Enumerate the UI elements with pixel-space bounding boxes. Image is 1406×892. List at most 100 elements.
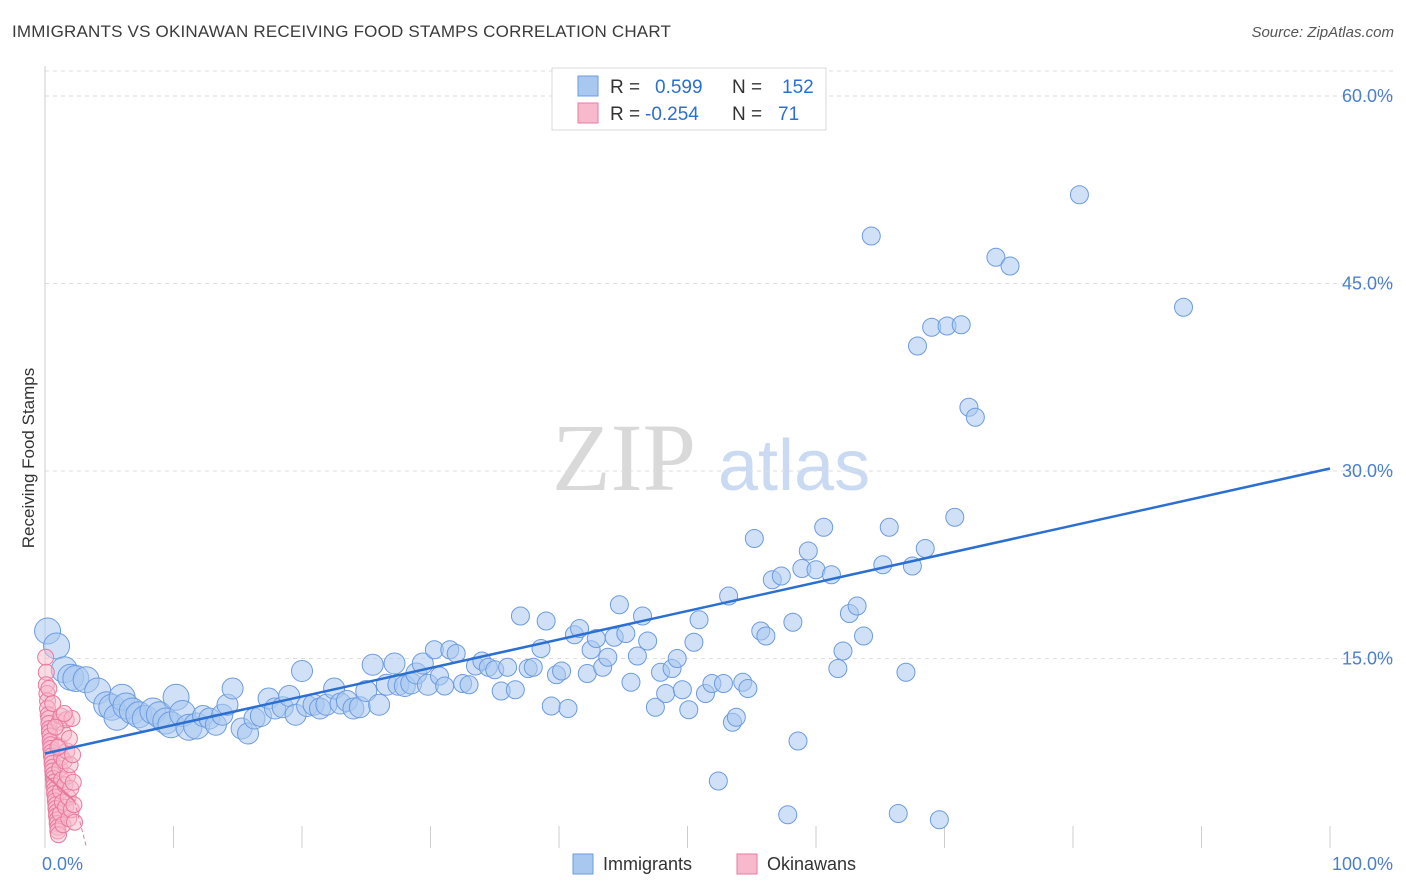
immigrants-point [986,247,1006,267]
immigrants-point [1174,297,1194,317]
immigrants-point [621,672,641,692]
immigrants-point [847,596,867,616]
immigrants-point [368,693,391,716]
y-tick-label: 15.0% [1342,649,1393,669]
okinawans-point [65,796,83,814]
immigrants-point [778,805,798,825]
immigrants-point [951,315,971,335]
immigrants-point [783,612,803,632]
bottom-legend-label-okinawans: Okinawans [767,854,856,874]
immigrants-point [552,661,572,681]
immigrants-point [679,700,699,720]
data-points [34,185,1194,844]
x-tick-label: 0.0% [42,854,83,874]
immigrants-point [459,675,479,695]
immigrants-point [689,610,709,630]
immigrants-point [361,653,384,676]
immigrants-point [656,684,676,703]
immigrants-point [854,626,874,646]
immigrants-point [523,657,543,677]
okinawans-point [40,680,58,697]
immigrants-point [888,804,908,823]
immigrants-point [756,626,776,646]
watermark-zip: ZIP [552,404,696,511]
correlation-legend: R = 0.599 N = 152 R = -0.254 N = 71 [551,67,827,131]
immigrants-point [355,680,378,702]
watermark-atlas: atlas [718,426,870,506]
series-legend: Immigrants Okinawans [572,853,856,875]
okinawans-point [55,705,73,722]
immigrants-point [558,699,578,718]
legend-r-value: -0.254 [645,104,699,125]
legend-r-label: R = [610,77,640,98]
immigrants-point [908,336,928,356]
immigrants-point [598,647,618,667]
immigrants-point [383,652,406,675]
immigrants-point [510,606,530,626]
immigrants-point [929,810,949,830]
immigrants-point [221,677,244,700]
immigrants-point [1069,185,1089,205]
okinawans-point [60,730,78,747]
immigrants-point [672,680,692,700]
immigrants-point [873,555,893,575]
immigrants-trend-line [44,467,1331,755]
immigrants-point [498,657,518,677]
y-tick-label: 45.0% [1342,274,1393,294]
immigrants-point [627,646,647,666]
source-label: Source: ZipAtlas.com [1251,24,1394,41]
bottom-legend-swatch-okinawans [736,853,758,875]
legend-n-value: 152 [782,77,814,98]
immigrants-point [814,517,834,537]
immigrants-point [828,659,848,678]
immigrants-point [726,707,746,727]
immigrants-point [915,539,935,558]
bottom-legend-label-immigrants: Immigrants [603,854,692,874]
immigrants-point [879,517,899,537]
immigrants-point [505,680,525,700]
legend-r-value: 0.599 [655,77,703,98]
trend-lines [44,467,1331,847]
legend-n-label: N = [732,77,762,98]
okinawans-trend-extension [74,800,87,847]
bottom-legend-swatch-immigrants [572,853,594,875]
tick-labels: 15.0% 30.0% 45.0% 60.0% 0.0% 100.0% [42,86,1393,874]
immigrants-point [965,407,985,427]
legend-swatch-okinawans [577,102,599,124]
okinawans-point [46,718,64,736]
immigrants-point [833,641,853,661]
immigrants-point [896,662,916,682]
immigrants-point [1000,256,1020,276]
immigrants-point [684,632,704,652]
chart-title: IMMIGRANTS VS OKINAWAN RECEIVING FOOD ST… [12,22,672,41]
immigrants-point [744,529,764,548]
okinawans-point [37,648,55,666]
immigrants-point [541,696,561,716]
legend-swatch-immigrants [577,75,599,97]
y-tick-label: 60.0% [1342,86,1393,106]
grid-lines [45,70,1395,659]
immigrants-point [435,676,455,696]
immigrants-point [861,226,881,246]
okinawans-trend-line [44,774,76,802]
legend-r-label: R = [610,104,640,125]
x-tick-label: 100.0% [1332,854,1393,874]
immigrants-point [738,679,758,698]
immigrants-point [713,674,733,693]
immigrants-point [536,611,556,631]
immigrants-point [645,697,665,717]
y-axis-title: Receiving Food Stamps [19,368,38,548]
immigrants-point [638,631,658,651]
immigrants-point [708,771,728,791]
immigrants-point [609,595,629,615]
immigrants-point [798,541,818,561]
legend-n-value: 71 [778,104,799,125]
immigrants-point [788,731,808,751]
immigrants-point [667,649,687,668]
immigrants-point [771,566,791,586]
immigrants-point [945,507,965,527]
immigrants-point [291,660,313,682]
okinawans-point [64,773,82,791]
y-tick-label: 30.0% [1342,461,1393,481]
